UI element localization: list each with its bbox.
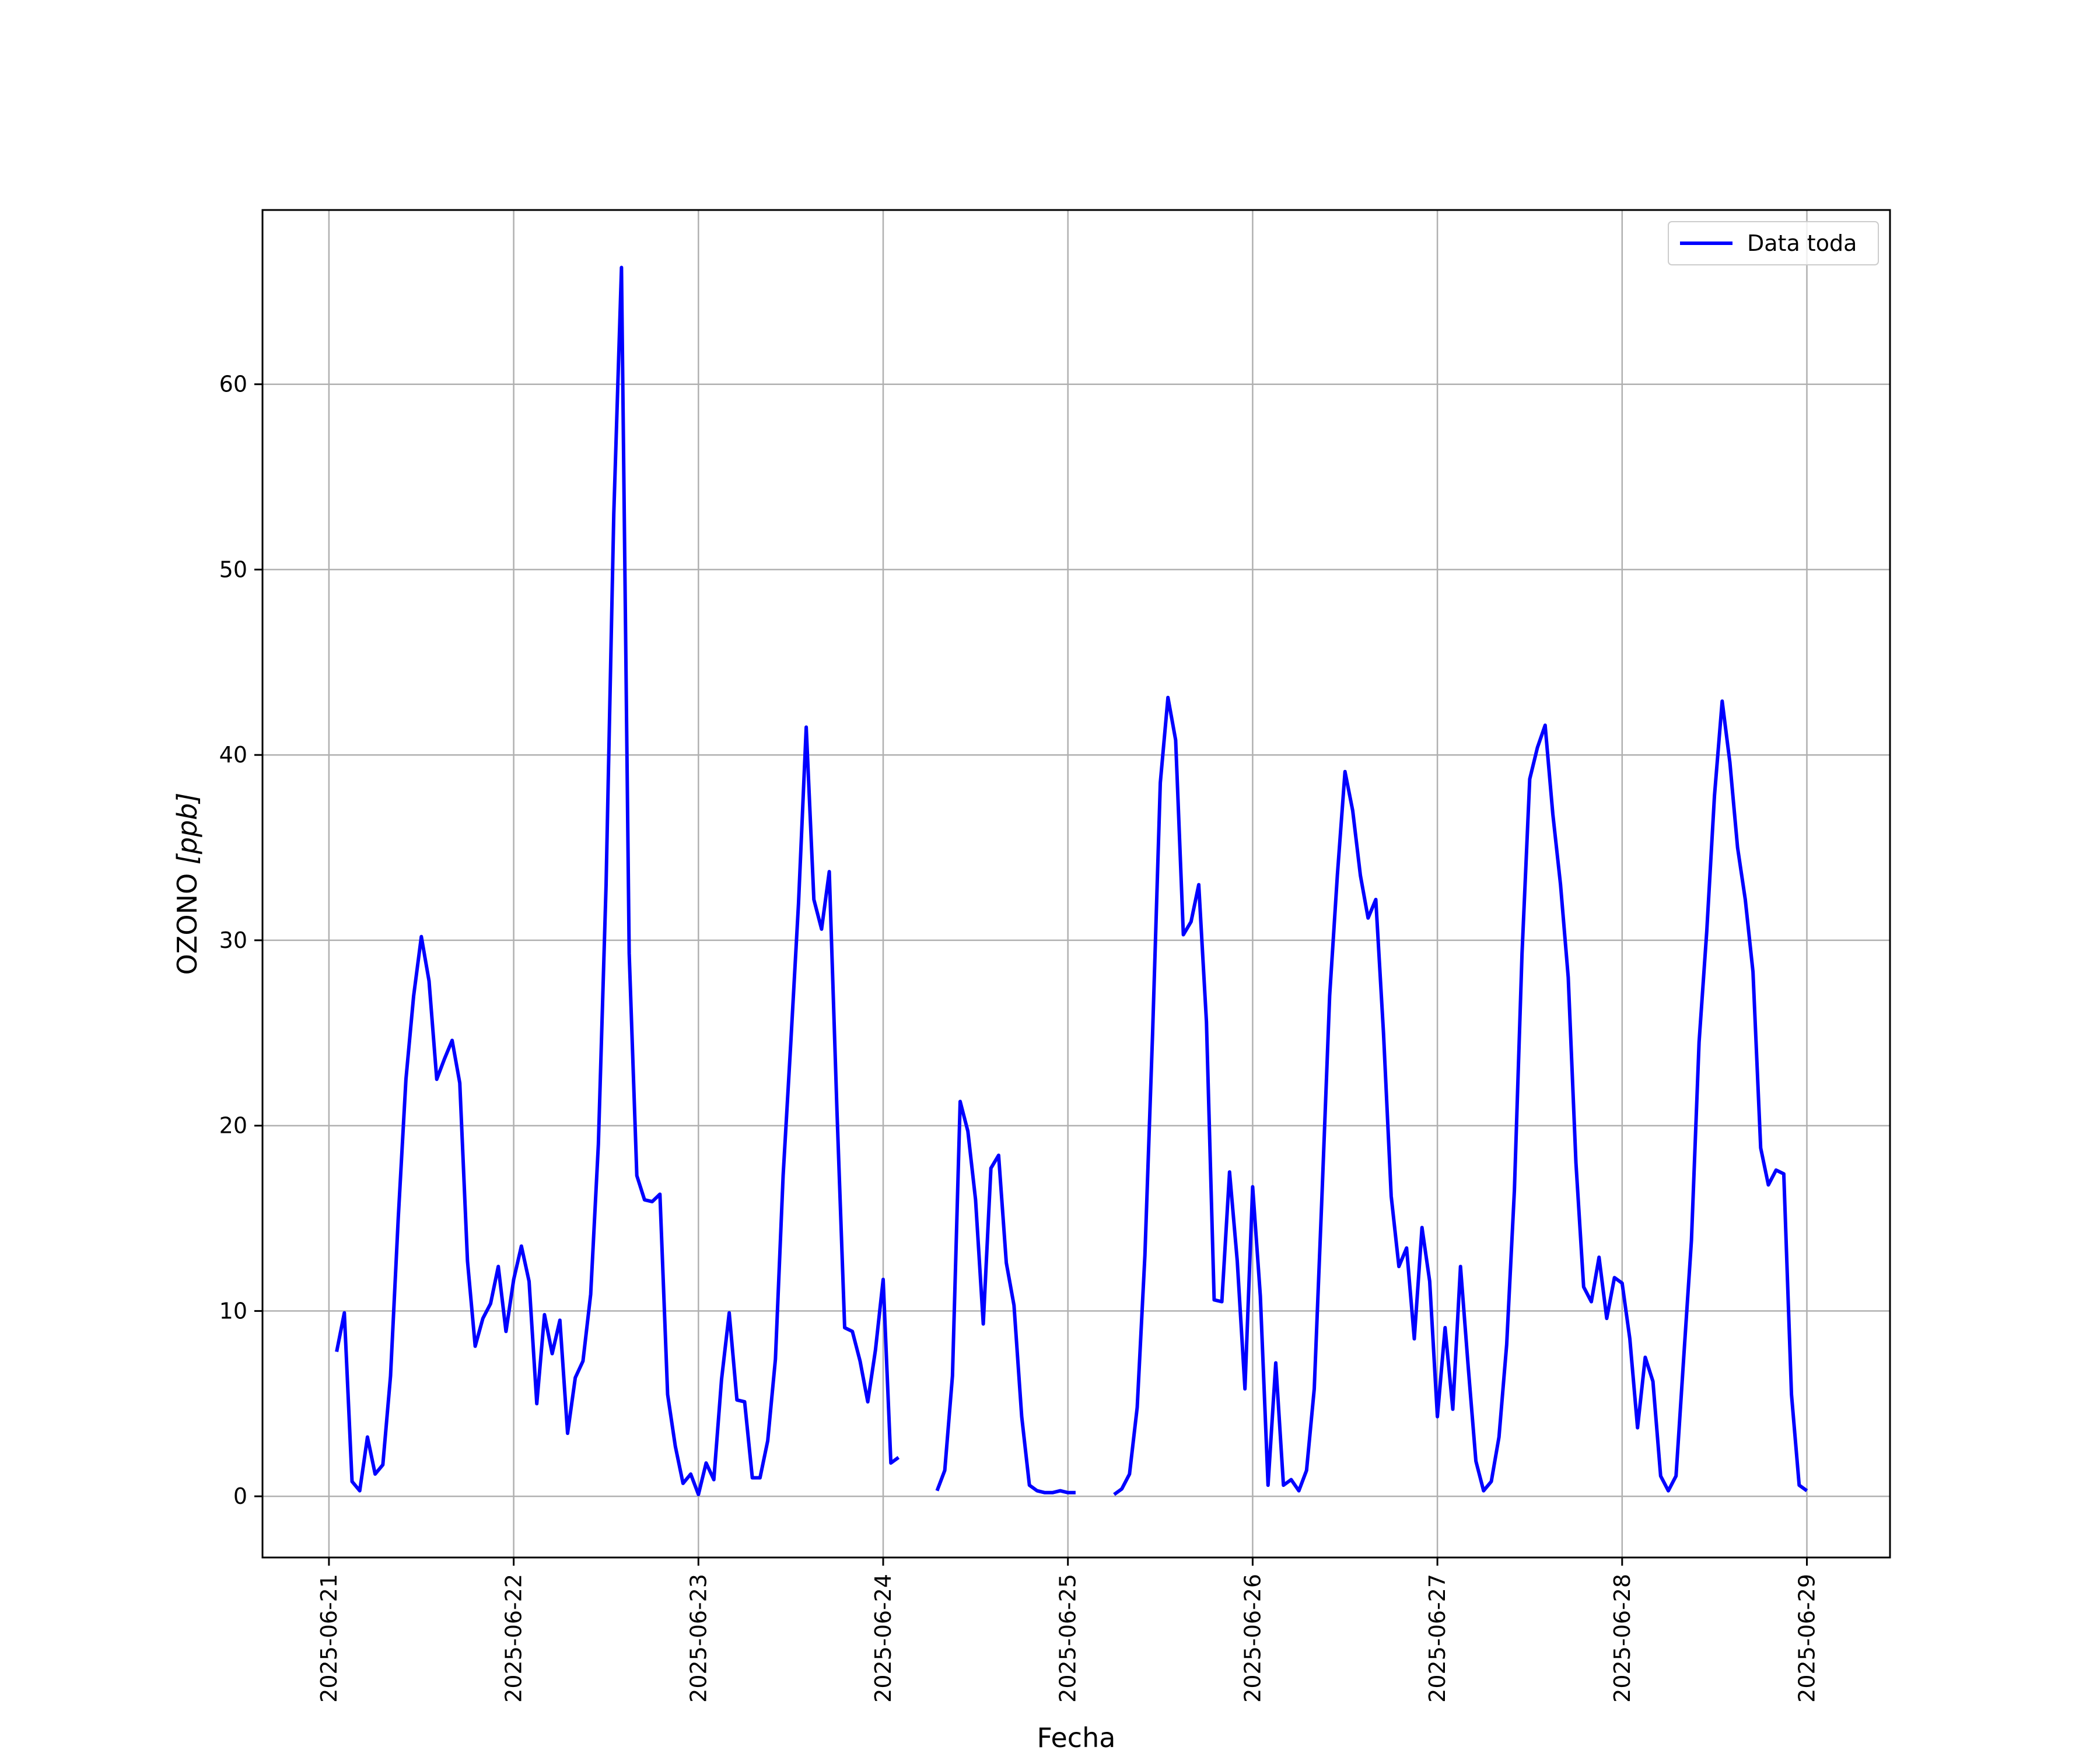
x-tick-label: 2025-06-28 — [1609, 1574, 1635, 1703]
legend-box — [1668, 221, 1879, 265]
y-tick-label: 20 — [219, 1113, 247, 1139]
grid — [262, 210, 1890, 1558]
plot-frame — [261, 209, 1891, 1559]
legend: Data toda — [1668, 221, 1879, 265]
series-line-data-toda — [335, 265, 900, 1496]
x-tick-label: 2025-06-21 — [316, 1574, 342, 1703]
series-layer — [335, 265, 1808, 1496]
x-tick-label: 2025-06-24 — [870, 1574, 896, 1703]
x-tick-label: 2025-06-27 — [1424, 1574, 1450, 1703]
y-axis-ticks: 0 10 20 30 40 50 60 — [219, 372, 262, 1509]
y-axis-label: OZONO [ppb] — [172, 793, 203, 975]
x-axis-ticks: 2025-06-21 2025-06-22 2025-06-23 2025-06-24… — [316, 1558, 1820, 1703]
x-tick-label: 2025-06-22 — [501, 1574, 527, 1703]
y-tick-label: 30 — [219, 928, 247, 953]
y-axis-label-text: OZONO — [172, 864, 203, 975]
x-axis-label: Fecha — [1037, 1722, 1116, 1750]
y-tick-label: 50 — [219, 556, 247, 582]
series-line-data-toda — [1113, 695, 1808, 1496]
y-tick-label: 60 — [219, 372, 247, 397]
x-tick-label: 2025-06-29 — [1794, 1574, 1820, 1703]
x-tick-label: 2025-06-23 — [685, 1574, 711, 1703]
series-line-data-toda — [935, 1100, 1076, 1494]
y-axis-label-unit: [ppb] — [172, 793, 203, 865]
x-tick-label: 2025-06-26 — [1240, 1574, 1265, 1703]
y-tick-label: 0 — [233, 1483, 247, 1509]
legend-label-data-toda: Data toda — [1747, 230, 1857, 256]
x-tick-label: 2025-06-25 — [1055, 1574, 1081, 1703]
y-tick-label: 10 — [219, 1298, 247, 1324]
y-tick-label: 40 — [219, 742, 247, 768]
